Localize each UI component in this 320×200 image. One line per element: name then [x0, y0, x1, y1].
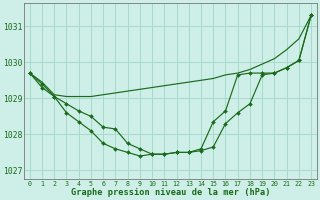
X-axis label: Graphe pression niveau de la mer (hPa): Graphe pression niveau de la mer (hPa) — [71, 188, 270, 197]
